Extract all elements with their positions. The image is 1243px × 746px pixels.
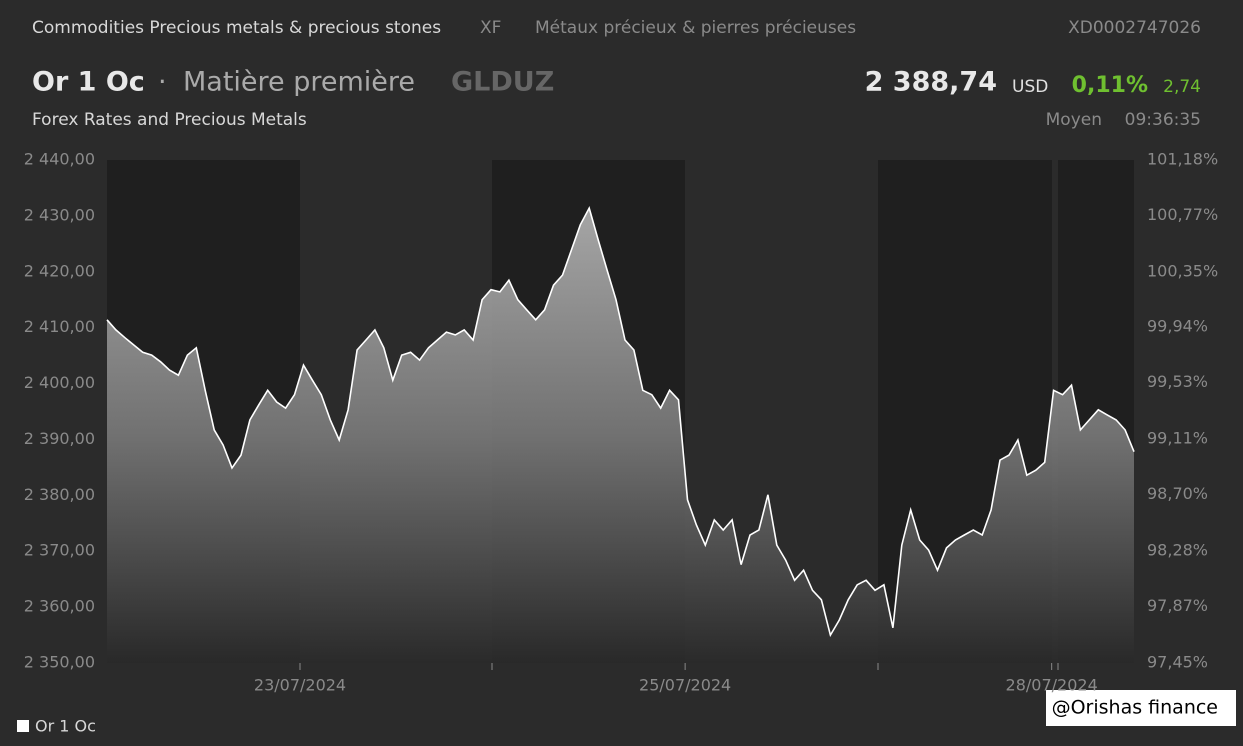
y2-tick-label: 97,45% (1147, 653, 1208, 672)
y-tick-label: 2 420,00 (24, 261, 95, 280)
y2-tick-label: 99,11% (1147, 429, 1208, 448)
category: Commodities Precious metals & precious s… (32, 18, 441, 38)
change-pct: 0,11% (1072, 73, 1148, 98)
separator: · (158, 67, 167, 98)
exchange: XF (480, 18, 501, 38)
time: 09:36:35 (1125, 110, 1201, 130)
instrument-kind: Matière première (183, 67, 415, 98)
y-tick-label: 2 350,00 (24, 653, 95, 672)
price: 2 388,74 (865, 67, 997, 98)
legend-swatch (17, 720, 29, 732)
change: 2,74 (1163, 77, 1201, 97)
x-tick-label: 25/07/2024 (639, 676, 731, 695)
area-fill (107, 208, 1134, 663)
y-tick-label: 2 360,00 (24, 597, 95, 616)
y2-tick-label: 100,35% (1147, 261, 1218, 280)
y2-tick-label: 99,94% (1147, 317, 1208, 336)
y2-tick-label: 101,18% (1147, 150, 1218, 169)
legend-label: Or 1 Oc (35, 717, 96, 736)
y-tick-label: 2 410,00 (24, 317, 95, 336)
y2-tick-label: 97,87% (1147, 596, 1208, 615)
x-tick-label: 23/07/2024 (254, 676, 346, 695)
y2-tick-label: 99,53% (1147, 372, 1208, 391)
isin: XD0002747026 (1068, 18, 1201, 38)
y-tick-label: 2 390,00 (24, 429, 95, 448)
price-type: Moyen (1046, 110, 1102, 130)
ticker: GLDUZ (451, 67, 554, 98)
y-tick-label: 2 430,00 (24, 205, 95, 224)
y2-tick-label: 98,70% (1147, 484, 1208, 503)
y-tick-label: 2 370,00 (24, 541, 95, 560)
watermark: @Orishas finance (1052, 697, 1218, 719)
price-line (106, 205, 1135, 638)
source: Forex Rates and Precious Metals (32, 110, 307, 130)
y-tick-label: 2 380,00 (24, 485, 95, 504)
x-tick-label: 28/07/2024 (1006, 676, 1098, 695)
y2-tick-label: 98,28% (1147, 541, 1208, 560)
instrument-name: Or 1 Oc (32, 67, 145, 98)
y-tick-label: 2 440,00 (24, 150, 95, 169)
category-fr: Métaux précieux & pierres précieuses (535, 18, 856, 38)
y2-tick-label: 100,77% (1147, 205, 1218, 224)
y-tick-label: 2 400,00 (24, 373, 95, 392)
watermark-box (1046, 690, 1236, 726)
currency: USD (1012, 77, 1048, 97)
